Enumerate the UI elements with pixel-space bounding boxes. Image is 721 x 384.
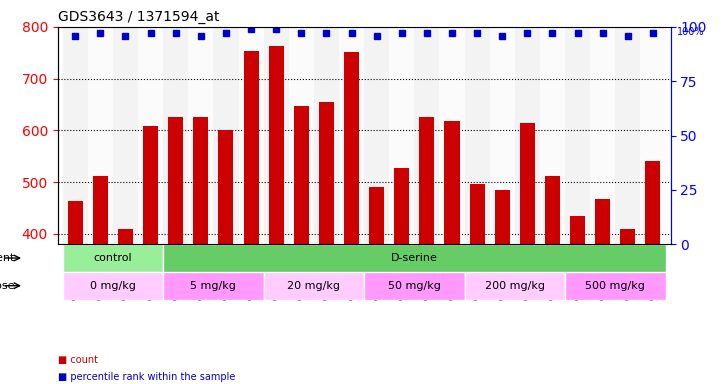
Text: agent: agent [0, 253, 14, 263]
Bar [389, 27, 415, 244]
Bar [495, 190, 510, 384]
Text: 5 mg/kg: 5 mg/kg [190, 281, 236, 291]
Bar [269, 46, 284, 384]
Bar [565, 27, 590, 244]
Bar [319, 102, 334, 384]
Bar [188, 27, 213, 244]
Bar [615, 27, 640, 244]
FancyBboxPatch shape [364, 272, 464, 300]
Bar [540, 27, 565, 244]
Bar [394, 168, 410, 384]
Bar [118, 229, 133, 384]
Bar [469, 184, 485, 384]
Bar [168, 118, 183, 384]
Bar [264, 27, 288, 244]
Bar [193, 118, 208, 384]
Text: 50 mg/kg: 50 mg/kg [388, 281, 441, 291]
Bar [415, 27, 440, 244]
Bar [218, 130, 234, 384]
Bar [339, 27, 364, 244]
Text: D-serine: D-serine [391, 253, 438, 263]
Bar [645, 161, 660, 384]
Bar [288, 27, 314, 244]
Bar [595, 199, 610, 384]
Bar [364, 27, 389, 244]
Bar [93, 176, 108, 384]
Bar [420, 118, 435, 384]
Bar [640, 27, 665, 244]
Bar [244, 51, 259, 384]
Bar [515, 27, 540, 244]
Bar [440, 27, 464, 244]
Bar [490, 27, 515, 244]
Text: control: control [94, 253, 132, 263]
Bar [113, 27, 138, 244]
Bar [520, 123, 535, 384]
Bar [590, 27, 615, 244]
Text: 0 mg/kg: 0 mg/kg [90, 281, 136, 291]
Bar [88, 27, 113, 244]
Bar [314, 27, 339, 244]
Text: 500 mg/kg: 500 mg/kg [585, 281, 645, 291]
Bar [545, 176, 560, 384]
Bar [464, 27, 490, 244]
Bar [570, 216, 585, 384]
Bar [213, 27, 239, 244]
Bar [143, 126, 158, 384]
FancyBboxPatch shape [264, 272, 364, 300]
Bar [239, 27, 264, 244]
Bar [163, 27, 188, 244]
Text: ■ count: ■ count [58, 355, 97, 365]
Text: ■ percentile rank within the sample: ■ percentile rank within the sample [58, 372, 235, 382]
FancyBboxPatch shape [63, 272, 163, 300]
Bar [444, 121, 459, 384]
Text: GDS3643 / 1371594_at: GDS3643 / 1371594_at [58, 10, 219, 25]
Bar [369, 187, 384, 384]
Bar [63, 27, 88, 244]
Bar [68, 201, 83, 384]
FancyBboxPatch shape [565, 272, 665, 300]
Text: 100%: 100% [677, 27, 704, 37]
Bar [344, 52, 359, 384]
Bar [620, 229, 635, 384]
Text: 200 mg/kg: 200 mg/kg [485, 281, 545, 291]
FancyBboxPatch shape [63, 244, 163, 272]
FancyBboxPatch shape [163, 244, 665, 272]
FancyBboxPatch shape [163, 272, 264, 300]
Bar [293, 106, 309, 384]
Text: dose: dose [0, 281, 14, 291]
Text: 20 mg/kg: 20 mg/kg [288, 281, 340, 291]
Bar [138, 27, 163, 244]
FancyBboxPatch shape [464, 272, 565, 300]
